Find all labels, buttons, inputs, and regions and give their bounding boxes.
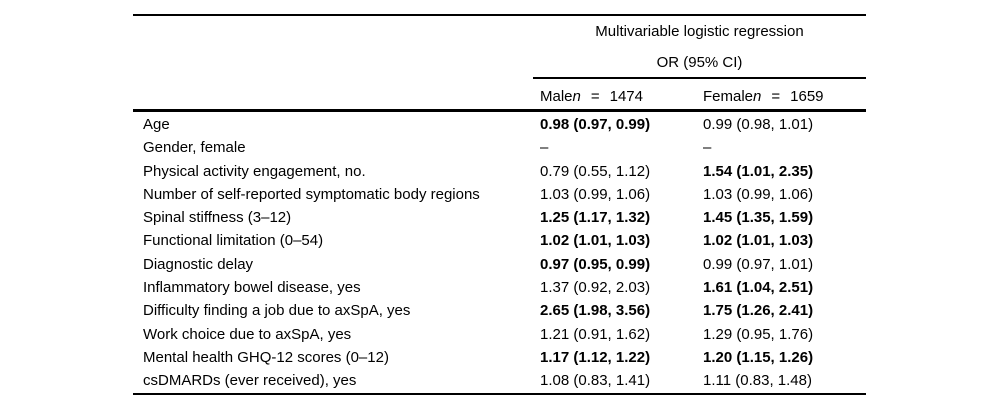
column-header-male-count: 1474 [609, 88, 643, 105]
or-ci-value-female: 1.45 (1.35, 1.59) [703, 209, 814, 227]
table-row: Spinal stiffness (3–12) 1.25 (1.17, 1.32)… [133, 206, 866, 229]
or-ci-value-male: 0.97 (0.95, 0.99) [540, 255, 651, 273]
or-ci-value-female: 1.61 (1.04, 2.51) [703, 279, 814, 297]
header-bottom-rule [133, 109, 866, 112]
or-ci-value-female: 1.11 (0.83, 1.48) [703, 372, 812, 390]
n-symbol: n [572, 88, 581, 105]
or-ci-value-male: 1.02 (1.01, 1.03) [540, 232, 651, 250]
row-label: Inflammatory bowel disease, yes [143, 279, 361, 297]
or-ci-value-male: – [540, 139, 549, 157]
table-row: Work choice due to axSpA, yes 1.21 (0.91,… [133, 323, 866, 346]
or-ci-value-female: – [703, 139, 712, 157]
or-ci-value-female: 0.99 (0.97, 1.01) [703, 255, 814, 273]
table-row: Mental health GHQ-12 scores (0–12) 1.17 (… [133, 346, 866, 369]
or-ci-value-male: 1.17 (1.12, 1.22) [540, 348, 651, 366]
or-ci-value-male: 0.79 (0.55, 1.12) [540, 162, 651, 180]
spanner-underline-rule [533, 77, 866, 79]
or-ci-value-male: 1.03 (0.99, 1.06) [540, 185, 651, 203]
column-header-female-group: Female [703, 88, 754, 105]
row-label: Work choice due to axSpA, yes [143, 325, 352, 343]
equals-sign: = [771, 88, 781, 105]
table-spanner-subtitle: OR (95% CI) [656, 54, 743, 71]
row-label: Gender, female [143, 139, 246, 157]
equals-sign: = [590, 88, 600, 105]
or-ci-value-male: 1.25 (1.17, 1.32) [540, 209, 651, 227]
or-ci-value-female: 1.20 (1.15, 1.26) [703, 348, 814, 366]
table-row: Functional limitation (0–54) 1.02 (1.01, … [133, 229, 866, 252]
table-row: Gender, female – – [133, 136, 866, 159]
table-bottom-rule [133, 393, 866, 395]
table-row: Number of self-reported symptomatic body… [133, 183, 866, 206]
row-label: Spinal stiffness (3–12) [143, 209, 292, 227]
row-label: Age [143, 116, 170, 133]
or-ci-value-male: 1.08 (0.83, 1.41) [540, 372, 651, 390]
or-ci-value-female: 1.29 (0.95, 1.76) [703, 325, 814, 343]
table-row: Difficulty finding a job due to axSpA, y… [133, 299, 866, 322]
or-ci-value-female: 1.03 (0.99, 1.06) [703, 185, 814, 203]
table-row: Physical activity engagement, no. 0.79 (0… [133, 160, 866, 183]
or-ci-value-male: 2.65 (1.98, 3.56) [540, 302, 651, 320]
or-ci-value-male: 1.37 (0.92, 2.03) [540, 279, 651, 297]
or-ci-value-female: 1.75 (1.26, 2.41) [703, 302, 814, 320]
table-row: Diagnostic delay 0.97 (0.95, 0.99) 0.99 (0… [133, 253, 866, 276]
n-symbol: n [753, 88, 762, 105]
row-label: Difficulty finding a job due to axSpA, y… [143, 302, 411, 320]
row-label: Physical activity engagement, no. [143, 162, 366, 180]
table-top-rule [133, 14, 866, 16]
row-label: Number of self-reported symptomatic body… [143, 185, 480, 203]
table-row: Inflammatory bowel disease, yes 1.37 (0.9… [133, 276, 866, 299]
or-ci-value-male: 1.21 (0.91, 1.62) [540, 325, 651, 343]
column-header-male: Malen = 1474 [540, 87, 643, 107]
row-label: csDMARDs (ever received), yes [143, 372, 357, 390]
table-row: Age 0.98 (0.97, 0.99) 0.99 (0.98, 1.01) [133, 113, 866, 136]
or-ci-value-female: 1.02 (1.01, 1.03) [703, 232, 814, 250]
table-rows: Age 0.98 (0.97, 0.99) 0.99 (0.98, 1.01) Gen… [133, 113, 866, 393]
row-label: Mental health GHQ-12 scores (0–12) [143, 348, 389, 366]
column-header-male-group: Male [540, 88, 573, 105]
table-spanner-title: Multivariable logistic regression [595, 23, 804, 40]
table-row: csDMARDs (ever received), yes 1.08 (0.83,… [133, 369, 866, 392]
or-ci-value-female: 0.99 (0.98, 1.01) [703, 116, 814, 133]
row-label: Diagnostic delay [143, 255, 254, 273]
or-ci-value-male: 0.98 (0.97, 0.99) [540, 116, 651, 133]
or-ci-value-female: 1.54 (1.01, 2.35) [703, 162, 814, 180]
row-label: Functional limitation (0–54) [143, 232, 324, 250]
column-header-female: Femalen = 1659 [703, 87, 824, 107]
column-header-female-count: 1659 [790, 88, 824, 105]
